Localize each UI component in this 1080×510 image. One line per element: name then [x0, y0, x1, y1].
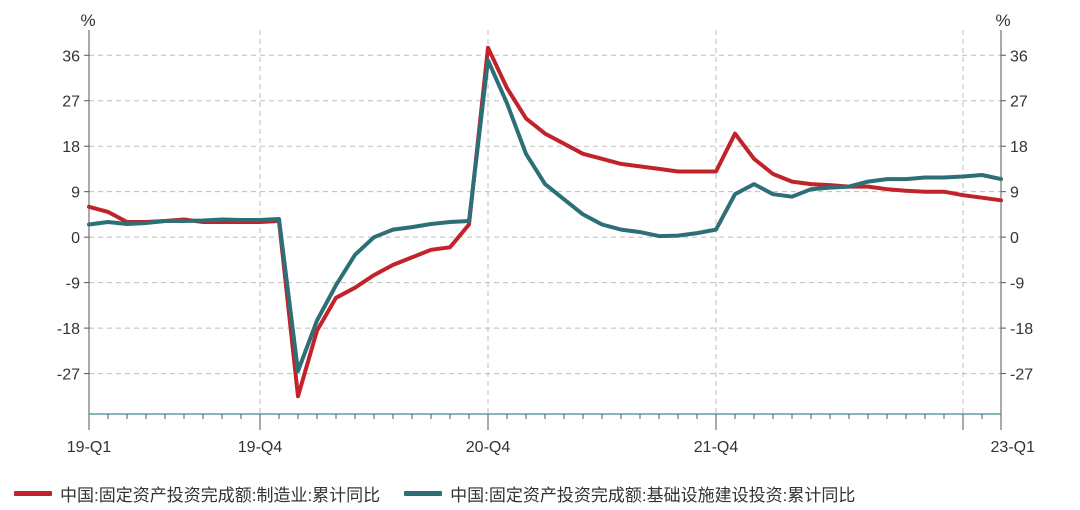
y-tick-label-left: 36 [62, 48, 80, 65]
y-tick-label-right: -18 [1010, 321, 1033, 338]
line-chart: 36 36 27 27 18 18 9 9 0 0 -9 -9 -18 -18 -27 -27 19-Q1 19-… [57, 11, 1035, 456]
axes [84, 30, 1006, 430]
y-tick-label-right: -9 [1010, 276, 1024, 293]
legend-item-manufacturing: 中国:固定资产投资完成额:制造业:累计同比 [14, 481, 380, 506]
legend-item-infrastructure: 中国:固定资产投资完成额:基础设施建设投资:累计同比 [404, 481, 855, 506]
series-lines [87, 45, 1003, 399]
y-tick-label-right: 0 [1010, 230, 1019, 247]
y-tick-label-right: -27 [1010, 367, 1033, 384]
y-tick-label-right: 36 [1010, 48, 1028, 65]
tick-labels: 36 36 27 27 18 18 9 9 0 0 -9 -9 -18 -18 -27 -27 19-Q1 19-… [57, 11, 1035, 456]
y-tick-label-right: 27 [1010, 94, 1028, 111]
y-unit-right: % [995, 11, 1010, 30]
x-tick-label: 19-Q4 [238, 439, 283, 456]
gridlines [89, 30, 1001, 414]
legend-label-infrastructure: 中国:固定资产投资完成额:基础设施建设投资:累计同比 [450, 485, 856, 505]
y-tick-label-left: -9 [66, 276, 80, 293]
legend-swatch [404, 490, 443, 496]
y-tick-label-left: 27 [62, 94, 80, 111]
y-tick-label-left: 0 [71, 230, 80, 247]
y-tick-label-left: 9 [71, 185, 80, 202]
y-tick-label-right: 9 [1010, 185, 1019, 202]
x-tick-label: 20-Q4 [466, 439, 511, 456]
legend-swatch [14, 490, 52, 496]
y-tick-label-right: 18 [1010, 139, 1028, 156]
legend: 中国:固定资产投资完成额:制造业:累计同比 中国:固定资产投资完成额:基础设施建… [14, 480, 879, 506]
y-tick-label-left: -27 [57, 367, 80, 384]
x-tick-label: 21-Q4 [694, 439, 739, 456]
x-tick-label: 19-Q1 [67, 439, 112, 456]
x-tick-label: 23-Q1 [991, 439, 1036, 456]
series-line-manufacturing [87, 45, 1003, 399]
legend-label-manufacturing: 中国:固定资产投资完成额:制造业:累计同比 [60, 485, 381, 505]
y-unit-left: % [80, 11, 95, 30]
series-line-infrastructure [87, 58, 1003, 374]
y-tick-label-left: -18 [57, 321, 80, 338]
y-tick-label-left: 18 [62, 139, 80, 156]
